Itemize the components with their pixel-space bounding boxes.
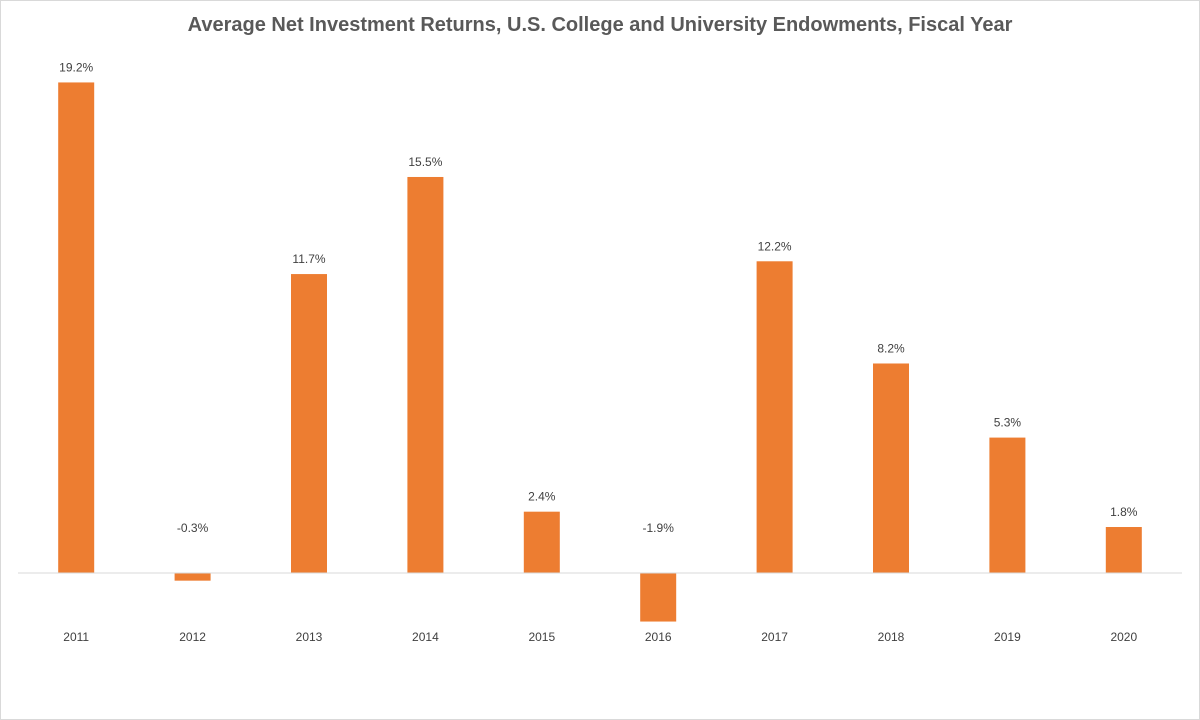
bar-2011 xyxy=(58,82,95,573)
data-label-2016: -1.9% xyxy=(643,521,675,535)
x-tick-2011: 2011 xyxy=(63,630,89,644)
x-axis-ticks: 2011 2012 2013 2014 2015 2016 2017 2018 2019 2020 xyxy=(63,630,1137,644)
chart-title: Average Net Investment Returns, U.S. Col… xyxy=(187,14,1013,36)
x-tick-2017: 2017 xyxy=(761,630,788,644)
bar-2016 xyxy=(640,573,677,622)
x-tick-2012: 2012 xyxy=(179,630,206,644)
data-label-2015: 2.4% xyxy=(528,490,556,504)
bar-2015 xyxy=(523,511,560,573)
x-tick-2019: 2019 xyxy=(994,630,1021,644)
data-label-2011: 19.2% xyxy=(59,60,93,74)
data-label-2017: 12.2% xyxy=(758,239,792,253)
x-tick-2015: 2015 xyxy=(528,630,555,644)
data-label-2013: 11.7% xyxy=(292,252,325,266)
bar-2018 xyxy=(873,363,909,573)
bar-2012 xyxy=(174,573,211,581)
data-labels-group: 19.2% -0.3% 11.7% 15.5% 2.4% -1.9% 12.2% 8.2% 5.… xyxy=(59,60,1138,535)
bar-2017 xyxy=(756,261,793,573)
data-label-2019: 5.3% xyxy=(994,416,1022,430)
bar-2019 xyxy=(989,437,1026,573)
data-label-2014: 15.5% xyxy=(408,155,442,169)
bar-2014 xyxy=(407,176,444,573)
bars-group xyxy=(58,82,1142,622)
bar-2020 xyxy=(1105,527,1142,573)
x-tick-2014: 2014 xyxy=(412,630,439,644)
x-tick-2013: 2013 xyxy=(296,630,323,644)
bar-2013 xyxy=(291,274,327,573)
data-label-2018: 8.2% xyxy=(877,341,905,355)
x-tick-2020: 2020 xyxy=(1110,630,1137,644)
data-label-2020: 1.8% xyxy=(1110,505,1138,519)
data-label-2012: -0.3% xyxy=(177,521,209,535)
x-tick-2018: 2018 xyxy=(878,630,905,644)
x-tick-2016: 2016 xyxy=(645,630,672,644)
